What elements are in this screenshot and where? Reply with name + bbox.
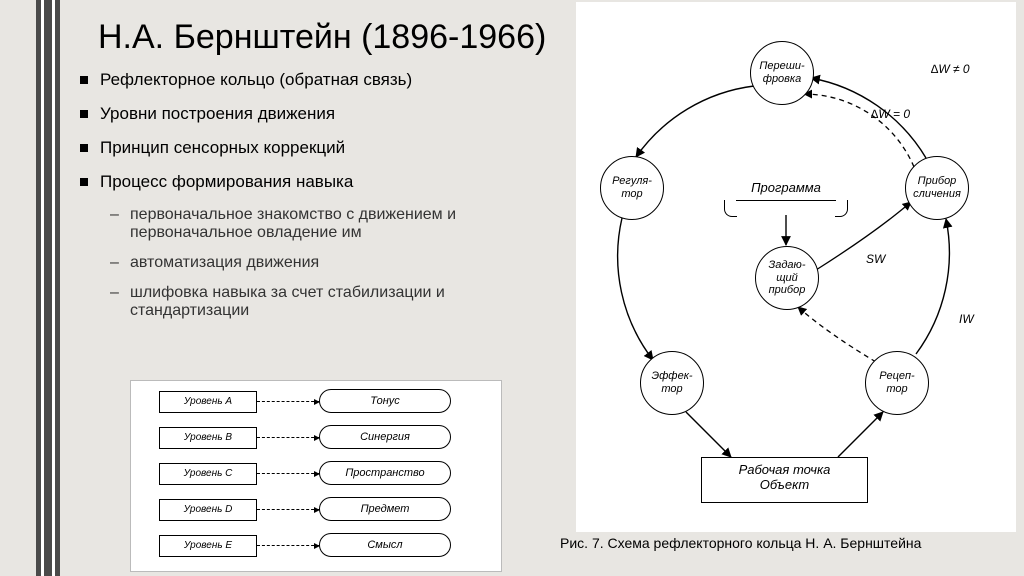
object-box: Рабочая точка Объект (701, 457, 868, 503)
level-oval: Предмет (319, 497, 451, 521)
slide-title: Н.А. Бернштейн (1896-1966) (98, 18, 546, 57)
annot-sw: SW (866, 252, 885, 266)
node-pribor_slich: Приборсличения (905, 156, 969, 220)
programma-label: Программа (746, 180, 826, 195)
level-rect: Уровень D (159, 499, 257, 521)
level-row: Уровень D Предмет (131, 493, 501, 527)
level-row: Уровень A Тонус (131, 385, 501, 419)
node-pereshifrovka: Переши-фровка (750, 41, 814, 105)
object-line1: Рабочая точка (702, 462, 867, 477)
node-receptor: Рецеп-тор (865, 351, 929, 415)
level-rect: Уровень C (159, 463, 257, 485)
sub-bullet-1: первоначальное знакомство с движением и … (78, 206, 568, 242)
node-regulyator: Регуля-тор (600, 156, 664, 220)
level-rect: Уровень B (159, 427, 257, 449)
levels-table: Уровень A Тонус Уровень B Синергия Уровень C… (130, 380, 502, 572)
slide: Н.А. Бернштейн (1896-1966) Рефлекторное … (0, 0, 1024, 576)
level-connector (257, 545, 319, 546)
node-zadayushchiy: Задаю-щийприбор (755, 246, 819, 310)
node-effektor: Эффек-тор (640, 351, 704, 415)
level-row: Уровень B Синергия (131, 421, 501, 455)
level-oval: Тонус (319, 389, 451, 413)
annot-dw-eq: ∆W = 0 (871, 107, 910, 121)
level-connector (257, 401, 319, 402)
level-rect: Уровень A (159, 391, 257, 413)
level-row: Уровень E Смысл (131, 529, 501, 563)
level-oval: Смысл (319, 533, 451, 557)
level-connector (257, 473, 319, 474)
level-row: Уровень C Пространство (131, 457, 501, 491)
level-connector (257, 509, 319, 510)
annot-dw-ne: ∆W ≠ 0 (931, 62, 970, 76)
bullet-4: Процесс формирования навыка (78, 172, 568, 192)
bullet-3: Принцип сенсорных коррекций (78, 138, 568, 158)
bullet-2: Уровни построения движения (78, 104, 568, 124)
programma-bracket (736, 200, 836, 201)
sub-bullet-3: шлифовка навыка за счет стабилизации и с… (78, 284, 568, 320)
level-connector (257, 437, 319, 438)
level-oval: Пространство (319, 461, 451, 485)
decorative-stripe (36, 0, 60, 576)
level-rect: Уровень E (159, 535, 257, 557)
bullet-list: Рефлекторное кольцо (обратная связь) Уро… (78, 70, 568, 332)
level-oval: Синергия (319, 425, 451, 449)
bullet-1: Рефлекторное кольцо (обратная связь) (78, 70, 568, 90)
object-line2: Объект (702, 477, 867, 492)
diagram-caption: Рис. 7. Схема рефлекторного кольца Н. А.… (560, 535, 921, 551)
reflex-ring-diagram: Программа Рабочая точка Объект ∆W ≠ 0 ∆W… (576, 2, 1016, 532)
annot-iw: IW (959, 312, 974, 326)
sub-bullet-2: автоматизация движения (78, 254, 568, 272)
